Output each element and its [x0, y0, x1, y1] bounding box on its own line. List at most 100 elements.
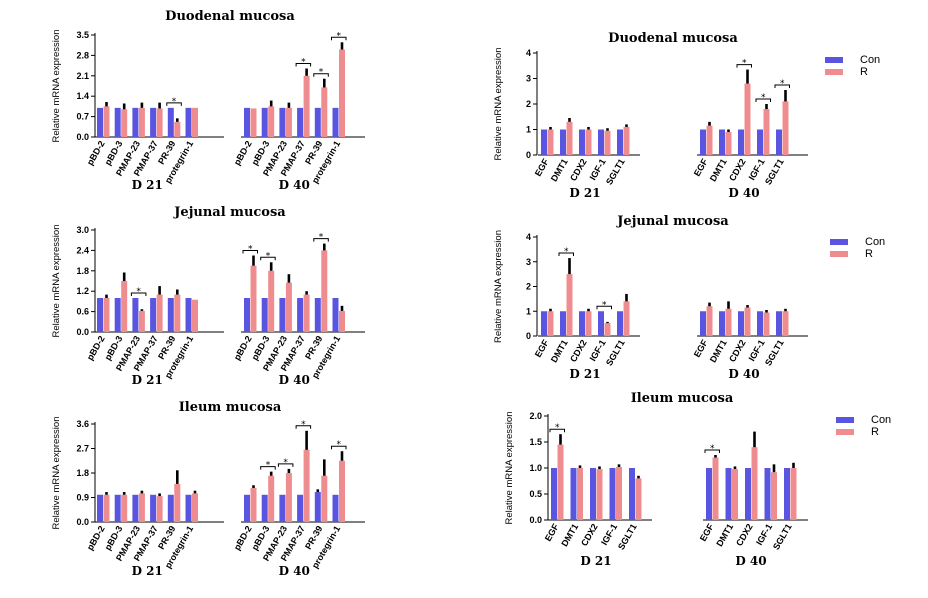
significance-bracket — [774, 84, 790, 88]
y-axis-label: Relative mRNA expression — [493, 230, 504, 343]
legend-label-con: Con — [860, 54, 880, 66]
y-tick-label: 3.0 — [76, 225, 89, 235]
bar-r — [782, 311, 789, 336]
significance-star: * — [710, 444, 715, 454]
x-tick-label: CDX2 — [734, 522, 755, 548]
bar-r — [725, 308, 732, 336]
bar-r — [744, 83, 751, 155]
bar-r — [596, 469, 603, 520]
bar-r — [250, 265, 257, 332]
bar-r — [321, 87, 328, 137]
y-tick-label: 1 — [526, 125, 531, 135]
significance-bracket — [313, 73, 329, 77]
bar-con — [617, 129, 623, 155]
significance-star: * — [301, 58, 306, 68]
bar-r — [285, 473, 292, 522]
bar-r — [557, 444, 564, 520]
significance-bracket — [242, 250, 258, 254]
bar-r — [268, 106, 275, 137]
group-label: D 21 — [132, 373, 163, 387]
bar-con — [776, 129, 782, 155]
significance-bracket — [130, 292, 147, 296]
bar-con — [167, 494, 174, 522]
significance-star: * — [761, 93, 766, 103]
significance-bracket — [331, 445, 347, 450]
group-label: D 21 — [569, 186, 600, 200]
significance-star: * — [266, 251, 271, 261]
bar-con — [609, 468, 616, 520]
x-tick-label: EGF — [698, 522, 716, 543]
x-tick-label: CDX2 — [727, 157, 748, 183]
significance-star: * — [337, 31, 342, 41]
bar-r — [339, 49, 345, 138]
bar-con — [700, 129, 706, 155]
bar-r — [192, 493, 198, 522]
bar-con — [314, 492, 321, 522]
bar-con — [598, 311, 604, 336]
y-tick-label: 2 — [526, 282, 531, 292]
bar-con — [261, 107, 268, 137]
legend-swatch-r — [830, 251, 848, 257]
x-tick-label: SGLT1 — [771, 522, 794, 552]
bar-con — [167, 107, 174, 137]
y-tick-label: 3.5 — [76, 30, 89, 40]
bar-r — [156, 108, 163, 137]
bar-r — [321, 250, 328, 332]
y-tick-label: 4 — [526, 232, 531, 242]
y-tick-label: 0.9 — [76, 493, 89, 503]
x-tick-label: DMT1 — [708, 157, 729, 183]
bar-con — [297, 494, 304, 522]
bar-con — [244, 298, 250, 332]
y-tick-label: 1.8 — [76, 266, 89, 276]
significance-star: * — [136, 287, 141, 297]
x-tick-label: DMT1 — [549, 338, 570, 364]
x-tick-label: SGLT1 — [616, 522, 639, 552]
bar-r — [623, 301, 630, 336]
x-tick-label: SGLT1 — [763, 157, 786, 187]
significance-star: * — [602, 300, 607, 310]
significance-bracket — [260, 256, 276, 261]
x-tick-label: CDX2 — [568, 157, 589, 183]
bar-con — [150, 107, 157, 137]
bar-con — [132, 494, 139, 522]
bar-con — [114, 298, 121, 332]
bar-r — [577, 468, 583, 520]
legend-label-con: Con — [871, 414, 891, 426]
group-label: D 40 — [728, 186, 759, 200]
bar-r — [585, 129, 592, 155]
bar-r — [285, 107, 292, 137]
significance-bracket — [704, 449, 720, 453]
significance-star: * — [301, 420, 306, 430]
bar-r — [751, 447, 758, 520]
bar-r — [763, 312, 770, 336]
bar-r — [138, 107, 145, 137]
bar-r — [616, 466, 622, 520]
group-label: D 40 — [735, 554, 766, 568]
y-tick-label: 3 — [526, 257, 531, 267]
x-tick-label: IGF-1 — [599, 522, 619, 547]
significance-star: * — [266, 461, 271, 471]
bar-con — [167, 298, 174, 332]
bar-con — [738, 311, 744, 336]
bar-r — [771, 472, 777, 520]
y-tick-label: 2 — [526, 99, 531, 109]
y-tick-label: 2.8 — [76, 50, 89, 60]
significance-bracket — [549, 428, 565, 433]
bar-r — [121, 281, 128, 332]
bar-con — [185, 298, 192, 332]
bar-con — [97, 494, 103, 522]
bar-con — [185, 494, 192, 522]
bar-con — [279, 107, 286, 137]
bar-r — [706, 306, 713, 336]
bar-r — [725, 132, 732, 155]
bar-r — [790, 468, 797, 520]
group-label: D 40 — [279, 564, 310, 578]
y-tick-label: 0 — [526, 150, 531, 160]
bar-con — [598, 129, 604, 155]
bar-con — [706, 468, 712, 520]
x-tick-label: EGF — [533, 338, 551, 359]
bar-con — [551, 468, 557, 520]
bar-r — [566, 121, 573, 155]
y-tick-label: 0.7 — [76, 112, 89, 122]
significance-star: * — [780, 79, 785, 89]
